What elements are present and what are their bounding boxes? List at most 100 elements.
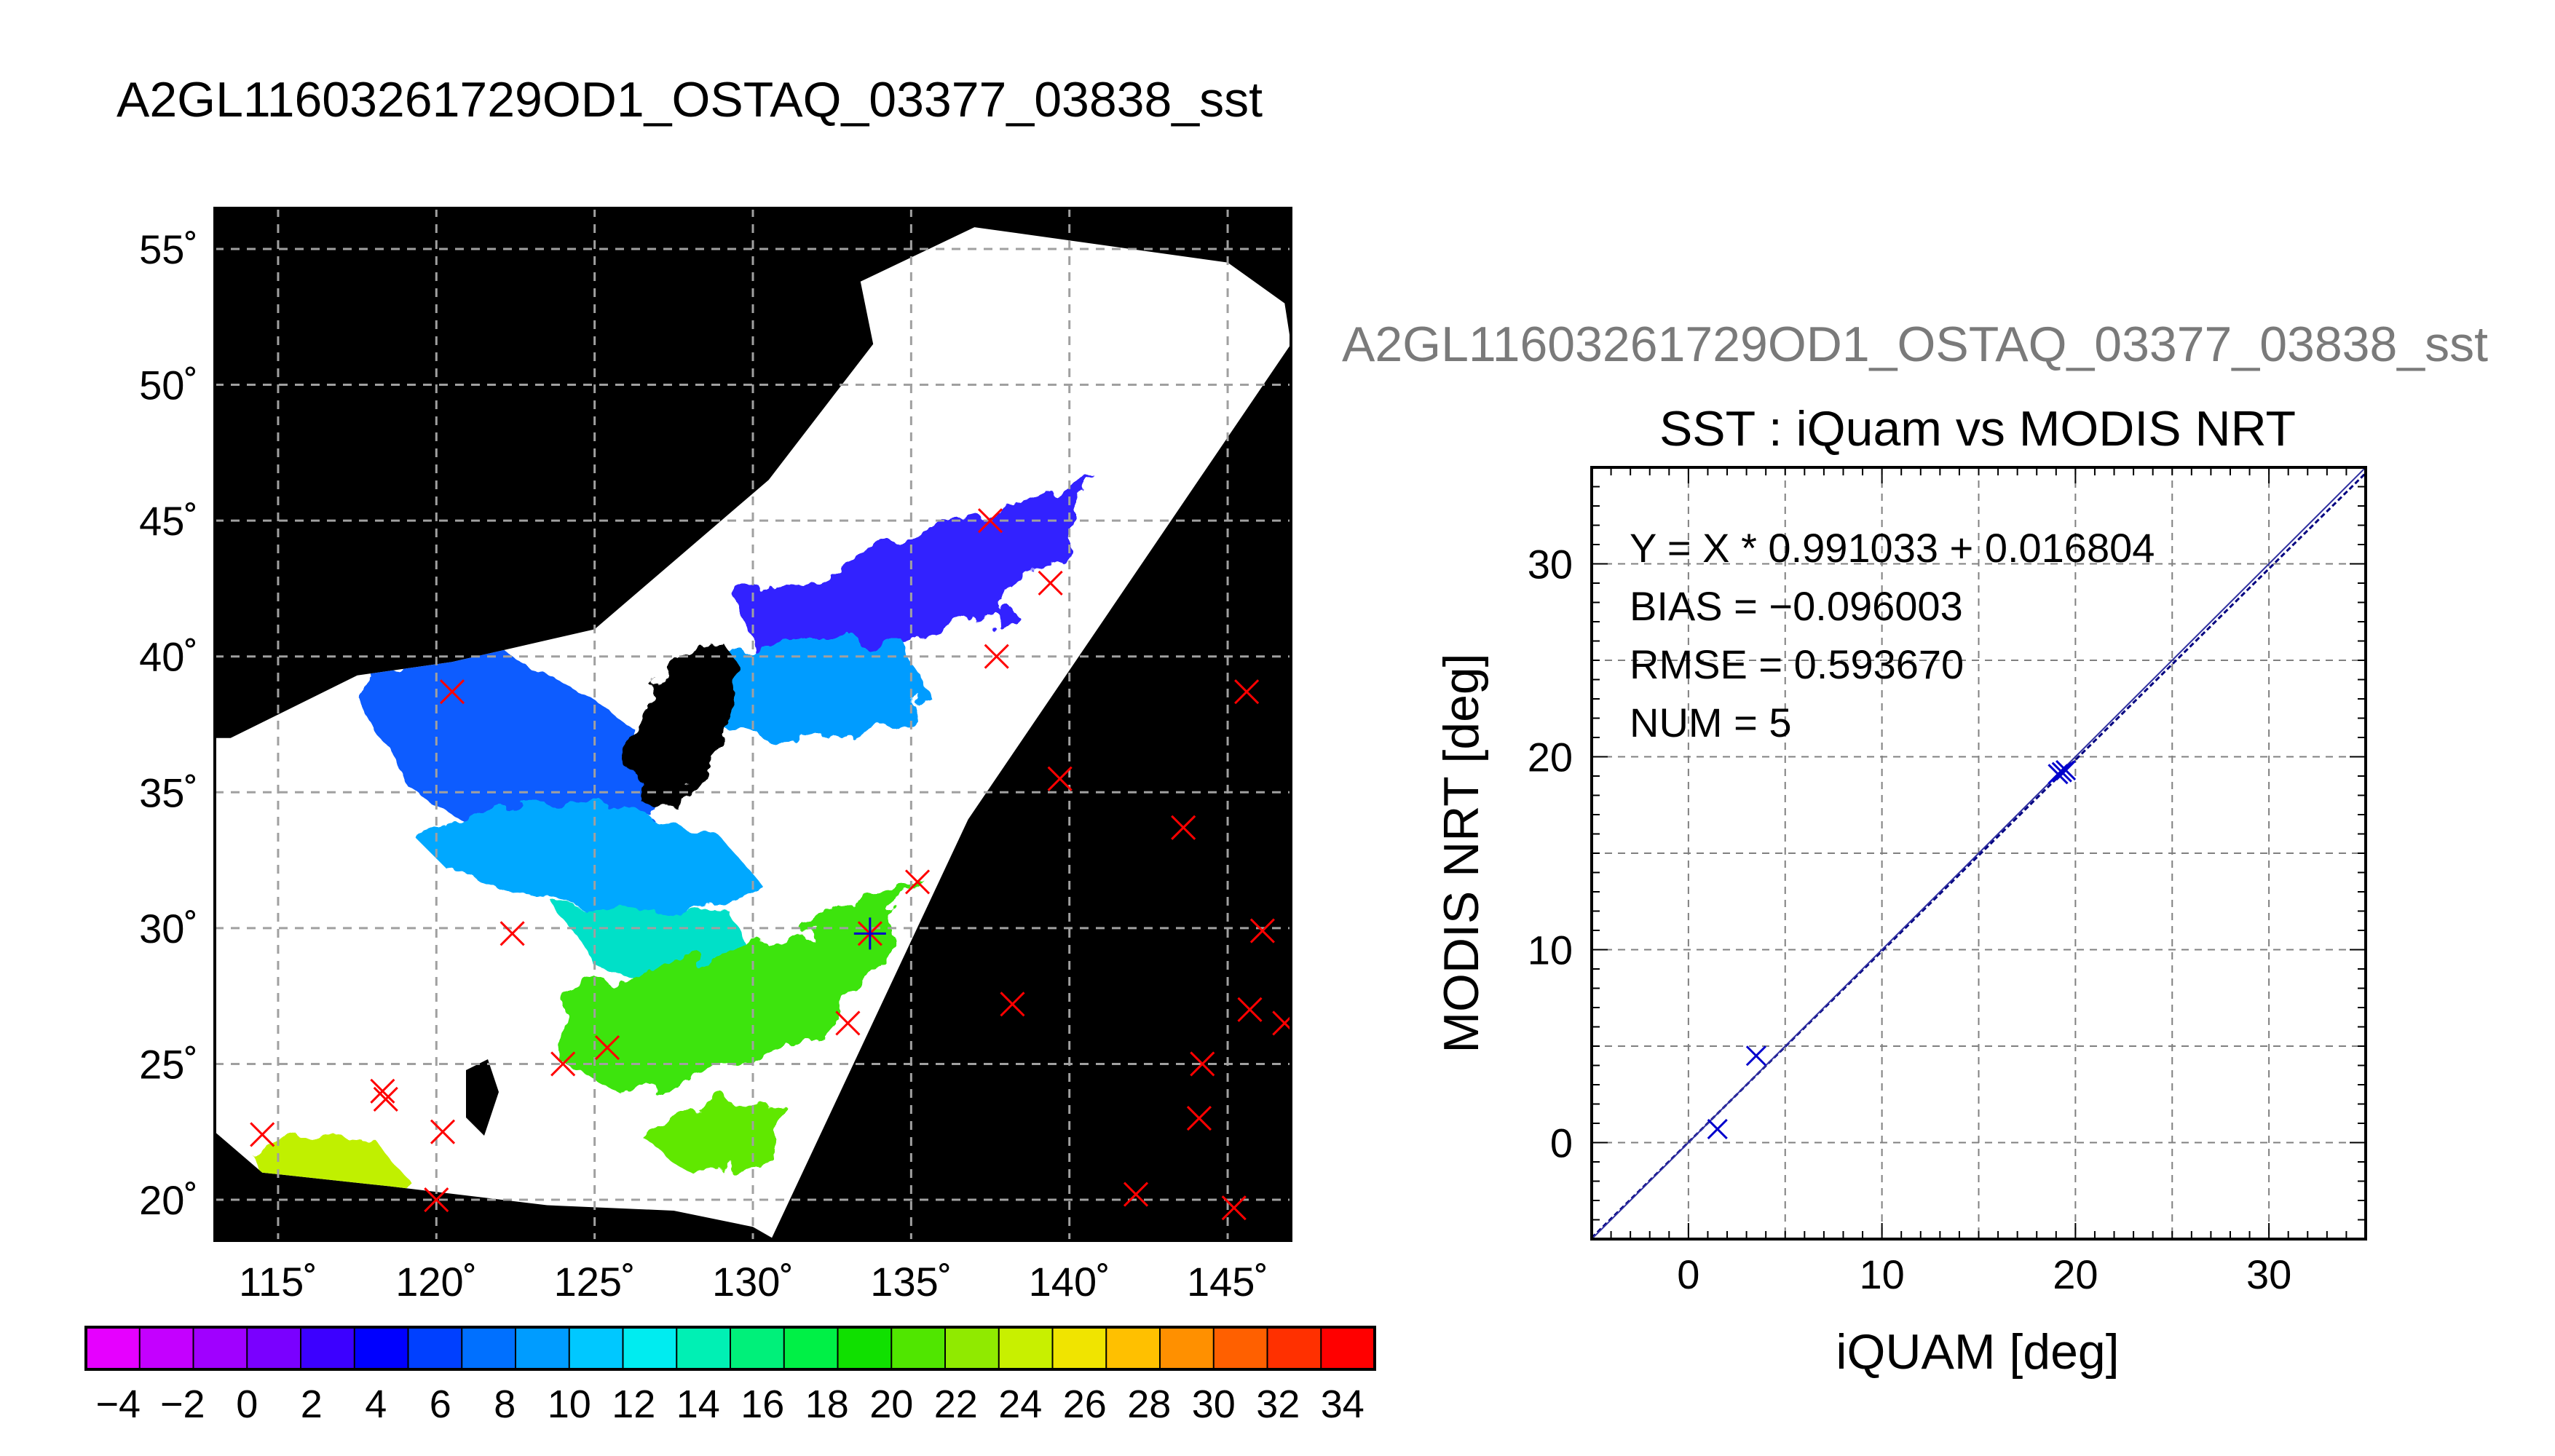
colorbar-tick-label: 20 xyxy=(869,1382,913,1426)
scatter-x-tick-labels: 0 10 20 30 xyxy=(1677,1251,2291,1297)
map-markers xyxy=(250,508,1291,1221)
sst-region-north-japan-sea xyxy=(743,473,1092,655)
matchup-marker-outside xyxy=(424,1187,449,1213)
colorbar-bin xyxy=(1321,1327,1375,1369)
colorbar-bin xyxy=(730,1327,785,1369)
scatter-points xyxy=(1707,759,2077,1140)
matchup-marker-outside xyxy=(370,1078,395,1104)
colorbar-bin xyxy=(945,1327,1000,1369)
point-stroke xyxy=(2051,761,2072,783)
colorbar-bin xyxy=(783,1327,839,1369)
colorbar-tick-labels: −4 −2 0 2 4 6 8 10 12 14 16 18 20 22 24 26 28 30 32 34 xyxy=(95,1382,1364,1426)
scatter-y-axis-label: MODIS NRT [deg] xyxy=(1434,653,1489,1053)
colorbar-bin xyxy=(462,1327,516,1369)
matchup-marker-outside xyxy=(373,1086,398,1112)
marker-stroke xyxy=(430,1119,456,1144)
marker-stroke xyxy=(250,1122,275,1147)
map-frame xyxy=(213,207,1292,1242)
marker-stroke xyxy=(424,1187,449,1213)
scatter-y-tick-label: 20 xyxy=(1528,735,1573,780)
map-lon-tick-label: 130˚ xyxy=(712,1259,794,1305)
identity-line xyxy=(1592,467,2366,1239)
colorbar-tick-label: −4 xyxy=(95,1382,141,1426)
sst-region-philippine-sea xyxy=(641,1099,786,1179)
map-lat-tick-label: 25˚ xyxy=(139,1041,198,1087)
fit-line xyxy=(1592,472,2366,1239)
marker-stroke xyxy=(1000,992,1025,1017)
matchup-marker-outside xyxy=(1234,679,1260,705)
colorbar-bin xyxy=(891,1327,946,1369)
matchup-marker-outside xyxy=(1123,1182,1149,1207)
scatter-point xyxy=(1745,1045,1766,1067)
matchup-marker-outside xyxy=(499,921,525,946)
scatter-y-tick-label: 30 xyxy=(1528,542,1573,587)
point-stroke xyxy=(1745,1045,1766,1067)
map-lat-tick-label: 20˚ xyxy=(139,1177,198,1223)
marker-stroke xyxy=(1221,1195,1247,1221)
marker-stroke xyxy=(1249,918,1275,943)
map-lat-tick-label: 50˚ xyxy=(139,363,198,408)
marker-stroke xyxy=(1038,570,1063,596)
sst-region-east-china-sea-north xyxy=(415,801,757,917)
sst-region-bohai-yellow-sea xyxy=(357,641,655,844)
map-lat-tick-label: 35˚ xyxy=(139,769,198,815)
marker-stroke xyxy=(1237,997,1263,1022)
marker-stroke xyxy=(1047,766,1073,791)
colorbar-bin xyxy=(1052,1327,1107,1369)
map-lon-tick-label: 135˚ xyxy=(870,1259,952,1305)
colorbar-bin xyxy=(676,1327,731,1369)
colorbar-tick-label: 26 xyxy=(1063,1382,1107,1426)
fit-statistic-line: BIAS = −0.096003 xyxy=(1630,583,1963,629)
map-lat-tick-label: 40˚ xyxy=(139,634,198,680)
marker-stroke xyxy=(499,921,525,946)
point-stroke xyxy=(1707,1118,1728,1140)
fit-statistics: Y = X * 0.991033 + 0.016804 BIAS = −0.096… xyxy=(1630,525,2155,745)
marker-stroke xyxy=(1190,1051,1215,1077)
matchup-marker-outside xyxy=(1190,1051,1215,1077)
scatter-frame xyxy=(1590,466,2367,1241)
colorbar-bin xyxy=(139,1327,194,1369)
scatter-y-tick-label: 0 xyxy=(1550,1120,1573,1166)
colorbar-bin xyxy=(86,1327,141,1369)
sst-region-japan-sea-south xyxy=(692,641,932,743)
scatter-outer-title: A2GL11603261729OD1_OSTAQ_03377_03838_sst xyxy=(1342,317,2488,372)
point-stroke xyxy=(2047,764,2069,785)
fit-statistic-line: RMSE = 0.593670 xyxy=(1630,641,1964,687)
marker-stroke xyxy=(550,1051,576,1077)
colorbar-tick-label: 8 xyxy=(494,1382,516,1426)
colorbar-bin xyxy=(569,1327,624,1369)
matchup-marker-outside xyxy=(550,1051,576,1077)
scatter-x-axis-label: iQUAM [deg] xyxy=(1836,1324,2119,1380)
scatter-gridlines xyxy=(1592,467,2366,1239)
colorbar-tick-label: 12 xyxy=(612,1382,655,1426)
scatter-point xyxy=(2047,764,2069,785)
colorbar-bin xyxy=(247,1327,301,1369)
matchup-marker-outside xyxy=(439,679,465,705)
colorbar-tick-label: 0 xyxy=(236,1382,258,1426)
colorbar-tick-label: 6 xyxy=(430,1382,451,1426)
matchup-marker-outside xyxy=(984,644,1009,669)
taiwan-island xyxy=(466,1059,499,1136)
fit-statistic-line: NUM = 5 xyxy=(1630,700,1792,745)
marker-stroke xyxy=(1123,1182,1149,1207)
marker-stroke xyxy=(439,679,465,705)
marker-stroke xyxy=(1272,1015,1291,1036)
colorbar-tick-label: 34 xyxy=(1321,1382,1365,1426)
colorbar-bin xyxy=(193,1327,248,1369)
marker-stroke xyxy=(1171,815,1196,840)
map-lon-tick-label: 140˚ xyxy=(1029,1259,1110,1305)
colorbar-frame xyxy=(84,1326,1376,1371)
colorbar-bins xyxy=(86,1327,1375,1369)
marker-stroke xyxy=(594,1034,620,1061)
marker-stroke xyxy=(370,1078,395,1104)
map-lon-tick-label: 120˚ xyxy=(395,1259,477,1305)
matchup-marker-outside xyxy=(1000,992,1025,1017)
matchup-marker-outside xyxy=(1237,997,1263,1022)
colorbar-tick-label: 30 xyxy=(1192,1382,1236,1426)
fit-statistic-line: Y = X * 0.991033 + 0.016804 xyxy=(1630,525,2155,571)
colorbar-tick-label: 10 xyxy=(548,1382,591,1426)
colorbar-tick-label: 28 xyxy=(1127,1382,1171,1426)
colorbar-bin xyxy=(623,1327,677,1369)
colorbar-bin xyxy=(998,1327,1054,1369)
